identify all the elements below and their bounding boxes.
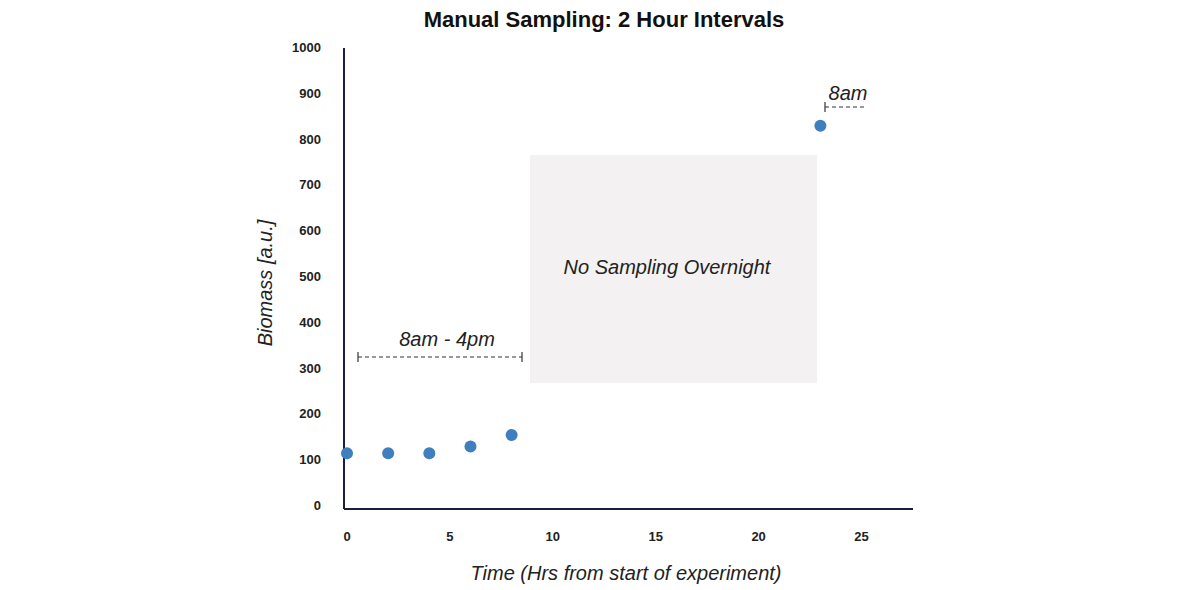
day-bracket-cap [357, 352, 358, 362]
day-bracket [358, 356, 522, 357]
chart-container: Manual Sampling: 2 Hour Intervals No Samp… [0, 0, 1180, 590]
title: Manual Sampling: 2 Hour Intervals [424, 7, 785, 32]
data-point [341, 447, 353, 459]
overnight-label: No Sampling Overnight [564, 256, 772, 278]
morning-bracket-cap [824, 102, 825, 112]
x-tick-label: 25 [854, 529, 868, 544]
data-point [423, 447, 435, 459]
data-point [814, 120, 826, 132]
data-point [382, 447, 394, 459]
x-axis-label: Time (Hrs from start of experiment) [471, 562, 782, 584]
y-tick-label: 400 [299, 315, 321, 330]
day-label: 8am - 4pm [399, 328, 495, 350]
data-point [464, 440, 476, 452]
chart-svg: Manual Sampling: 2 Hour Intervals No Samp… [0, 0, 1180, 590]
page: {"chart_data": {"type": "scatter", "titl… [0, 0, 1180, 590]
y-axis-line [343, 48, 345, 509]
y-tick-label: 200 [299, 406, 321, 421]
x-axis-line [344, 508, 913, 510]
y-tick-label: 0 [314, 498, 321, 513]
y-tick-label: 700 [299, 177, 321, 192]
annotations: No Sampling Overnight 8am - 4pm 8am [358, 82, 867, 383]
points [341, 120, 826, 459]
y-tick-label: 1000 [292, 40, 321, 55]
x-tick-label: 5 [446, 529, 453, 544]
overnight-box [530, 155, 817, 383]
morning-label: 8am [829, 82, 868, 104]
morning-bracket [825, 106, 867, 107]
x-tick-label: 15 [648, 529, 662, 544]
y-axis-label: Biomass [a.u.] [254, 219, 276, 346]
x-tick-label: 0 [343, 529, 350, 544]
y-tick-label: 600 [299, 223, 321, 238]
x-tick-label: 10 [546, 529, 560, 544]
day-bracket-cap [521, 352, 522, 362]
y-tick-label: 900 [299, 86, 321, 101]
data-point [506, 429, 518, 441]
y-ticks: 0 100 200 300 400 500 600 700 800 900 1000 [292, 40, 344, 513]
y-tick-label: 100 [299, 452, 321, 467]
x-tick-label: 20 [751, 529, 765, 544]
x-ticks: 0 5 10 15 20 25 [343, 509, 868, 544]
y-tick-label: 500 [299, 269, 321, 284]
y-tick-label: 300 [299, 361, 321, 376]
y-tick-label: 800 [299, 132, 321, 147]
